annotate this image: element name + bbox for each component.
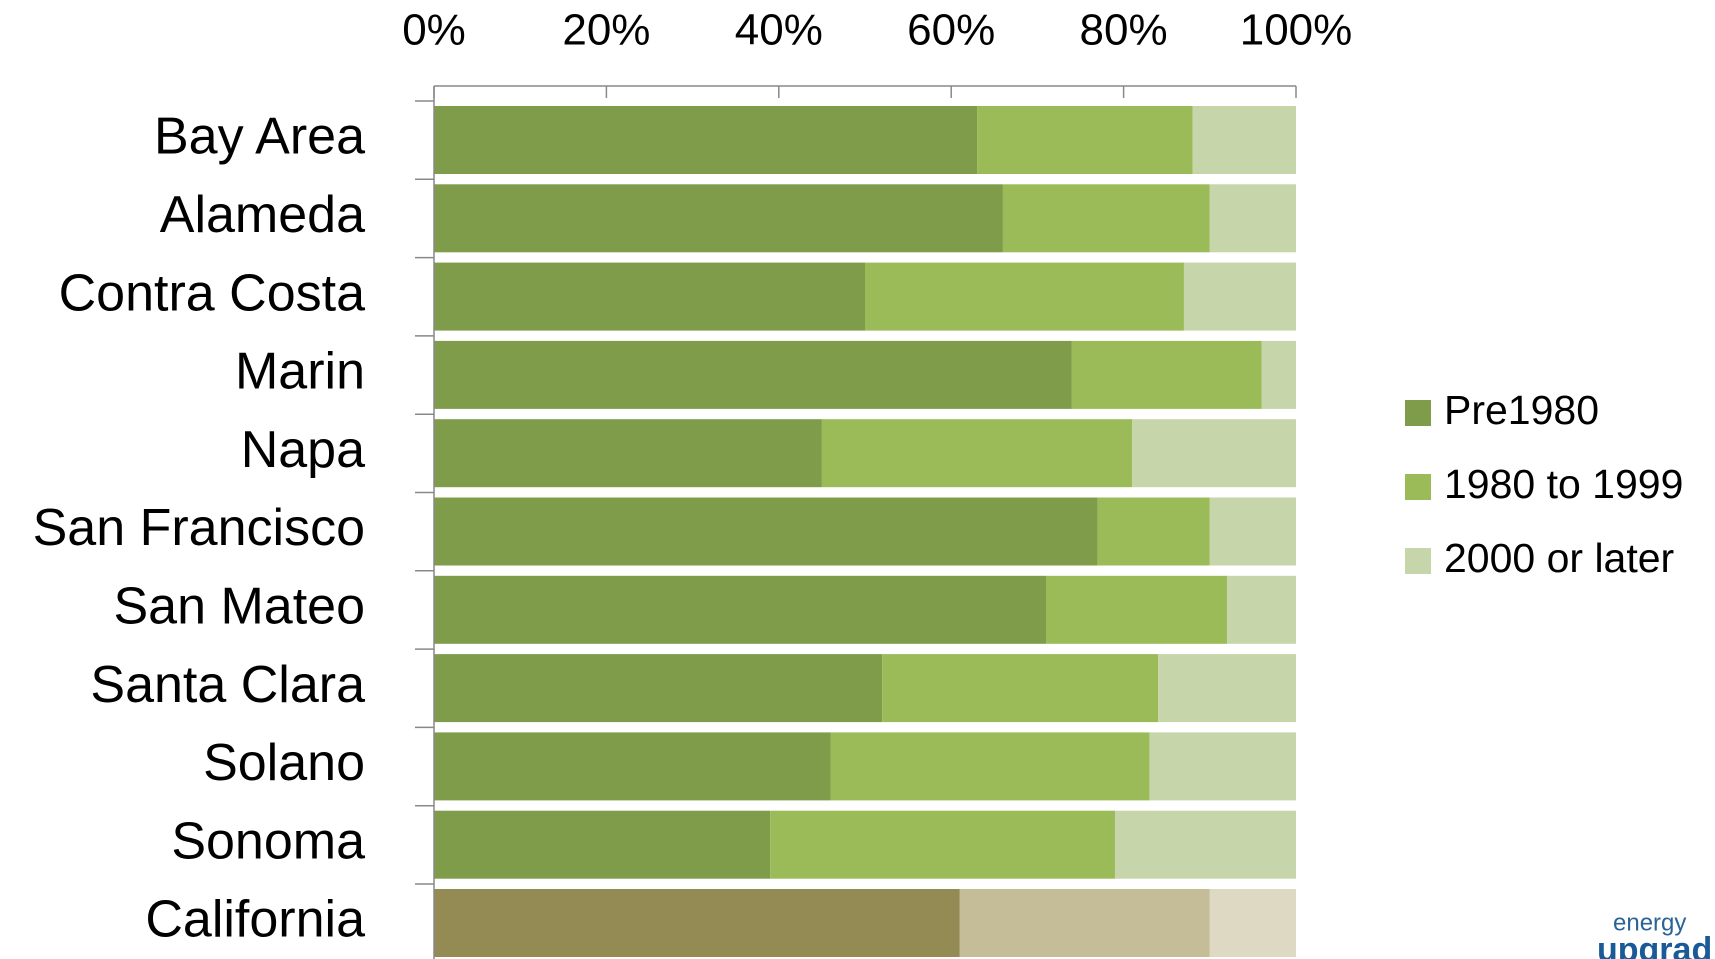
x-tick-label: 80%: [1080, 6, 1168, 55]
bar-segment: [1183, 262, 1296, 331]
bar-segment: [434, 889, 960, 957]
legend-label: 1980 to 1999: [1444, 461, 1683, 507]
bar-segment: [434, 810, 771, 879]
bar-segment: [959, 889, 1210, 957]
y-tick-label: Contra Costa: [59, 264, 365, 322]
bar-segment: [434, 262, 865, 331]
bar-segment: [1002, 184, 1210, 253]
x-tick-label: 0%: [402, 6, 466, 55]
bar-segment: [1261, 340, 1296, 409]
y-tick-label: Marin: [235, 343, 365, 401]
bar-segment: [434, 340, 1072, 409]
bar-segment: [434, 732, 831, 801]
legend-swatch: [1405, 400, 1431, 426]
bar-segment: [1149, 732, 1296, 801]
bar-segment: [1046, 575, 1228, 644]
bar-segment: [434, 575, 1047, 644]
bar-segment: [1209, 889, 1296, 957]
y-tick-label: California: [145, 891, 365, 949]
y-tick-label: Santa Clara: [90, 656, 365, 714]
bar-segment: [1227, 575, 1296, 644]
bar-segment: [1192, 106, 1296, 174]
bar-segment: [830, 732, 1150, 801]
x-tick-label: 20%: [562, 6, 650, 55]
y-tick-label: Napa: [241, 421, 365, 479]
y-tick-label: Alameda: [160, 186, 365, 244]
bar-segment: [821, 419, 1133, 488]
y-tick-label: Solano: [203, 734, 365, 792]
x-tick-label: 100%: [1240, 6, 1353, 55]
bar-segment: [434, 497, 1098, 566]
legend-label: 2000 or later: [1444, 535, 1674, 581]
logo-text: upgrad: [1597, 931, 1712, 959]
y-tick-label: Bay Area: [154, 108, 365, 166]
legend-label: Pre1980: [1444, 387, 1599, 433]
y-tick-label: Sonoma: [171, 812, 365, 870]
bar-segment: [770, 810, 1115, 879]
bar-segment: [977, 106, 1193, 174]
x-tick-label: 40%: [735, 6, 823, 55]
bar-segment: [882, 654, 1159, 723]
bar-segment: [865, 262, 1184, 331]
legend-swatch: [1405, 474, 1431, 500]
bar-segment: [1209, 497, 1296, 566]
logo-text: energy: [1613, 909, 1686, 936]
bar-segment: [1209, 184, 1296, 253]
bar-segment: [1097, 497, 1210, 566]
bar-segment: [434, 419, 822, 488]
bar-segment: [1132, 419, 1296, 488]
y-tick-label: San Francisco: [33, 499, 365, 557]
bar-segment: [434, 184, 1003, 253]
y-tick-label: San Mateo: [114, 578, 366, 636]
bar-segment: [1158, 654, 1296, 723]
x-tick-label: 60%: [907, 6, 995, 55]
legend-swatch: [1405, 548, 1431, 574]
bar-segment: [434, 654, 883, 723]
bar-segment: [1071, 340, 1262, 409]
bar-segment: [434, 106, 978, 174]
bar-segment: [1114, 810, 1296, 879]
